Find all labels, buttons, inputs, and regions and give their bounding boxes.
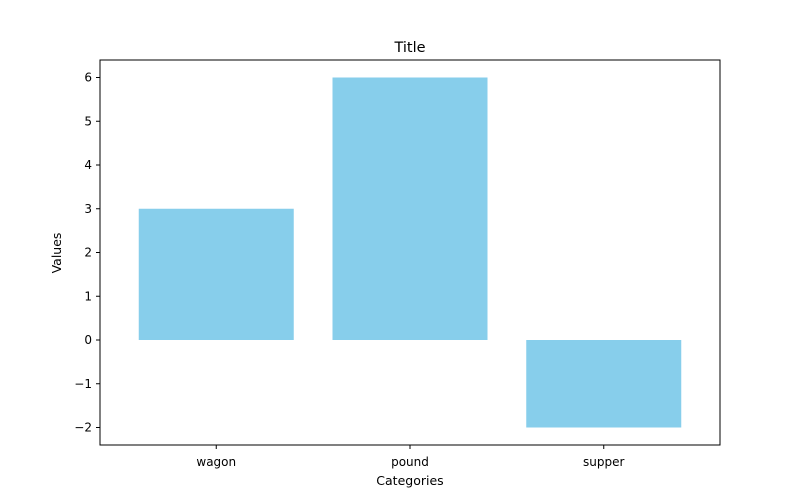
y-tick-label: −1	[74, 377, 92, 391]
y-tick-label: 4	[84, 158, 92, 172]
bar-pound	[332, 77, 488, 340]
y-tick-label: 0	[84, 333, 92, 347]
x-tick-label-pound: pound	[391, 455, 429, 469]
y-tick-label: 5	[84, 114, 92, 128]
y-tick-label: 1	[84, 289, 92, 303]
y-tick-label: −2	[74, 421, 92, 435]
y-tick-label: 2	[84, 246, 92, 260]
y-axis-ticks: −2 −1 0 1 2 3 4 5 6	[74, 71, 100, 435]
bar-wagon	[138, 208, 294, 340]
y-tick-label: 3	[84, 202, 92, 216]
y-tick-label: 6	[84, 71, 92, 85]
chart-title: Title	[393, 40, 425, 56]
x-tick-label-wagon: wagon	[196, 455, 236, 469]
bars-group	[138, 77, 682, 428]
x-axis-label: Categories	[376, 473, 443, 488]
y-axis-label: Values	[49, 233, 64, 274]
x-tick-label-supper: supper	[583, 455, 624, 469]
x-axis-ticks: wagon pound supper	[196, 445, 625, 469]
bar-supper	[526, 340, 682, 428]
